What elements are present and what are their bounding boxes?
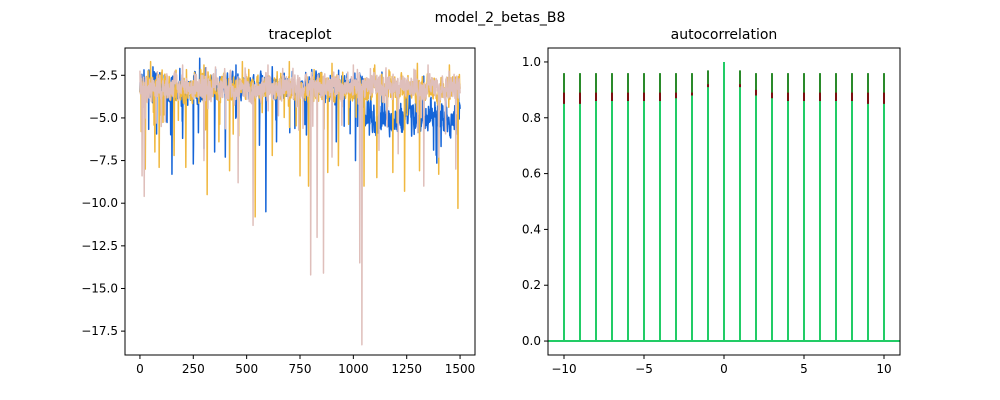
trace-series-line: [139, 64, 461, 346]
traceplot-xtick-label: 1000: [338, 362, 369, 376]
traceplot-title: traceplot: [269, 27, 332, 43]
traceplot-ytick-label: −12.5: [81, 239, 118, 253]
autocorrelation-xtick-label: −5: [635, 362, 653, 376]
autocorrelation-xtick-label: −10: [551, 362, 576, 376]
traceplot-ticks: 0 250 500 750 1000 1250 1500 −2.5 −5.0 −7.5 −10.0 −…: [81, 68, 475, 376]
autocorrelation-panel: autocorrelation −10 −5 0 5 10 0.0 0.2 0.4 0.6 0.8…: [522, 27, 901, 376]
traceplot-xtick-label: 0: [136, 362, 144, 376]
traceplot-xtick-label: 1500: [445, 362, 476, 376]
traceplot-xtick-label: 500: [235, 362, 258, 376]
traceplot-plot-area: [139, 57, 461, 346]
autocorrelation-xtick-label: 10: [876, 362, 891, 376]
traceplot-xtick-label: 1250: [391, 362, 422, 376]
autocorrelation-ytick-label: 0.0: [522, 334, 541, 348]
autocorrelation-ytick-label: 0.6: [522, 167, 541, 181]
traceplot-ytick-label: −10.0: [81, 196, 118, 210]
autocorrelation-plot-area: [548, 61, 900, 343]
traceplot-ytick-label: −7.5: [89, 154, 118, 168]
traceplot-ytick-label: −15.0: [81, 281, 118, 295]
traceplot-xtick-label: 750: [289, 362, 312, 376]
traceplot-ytick-label: −17.5: [81, 324, 118, 338]
traceplot-panel: traceplot 0 250 500 750 1000 1250 1500 −2.5 −5.0…: [81, 27, 476, 376]
autocorrelation-xtick-label: 5: [800, 362, 808, 376]
traceplot-ytick-label: −2.5: [89, 68, 118, 82]
traceplot-xtick-label: 250: [182, 362, 205, 376]
autocorrelation-xtick-label: 0: [720, 362, 728, 376]
autocorrelation-ytick-label: 0.8: [522, 111, 541, 125]
traceplot-ytick-label: −5.0: [89, 111, 118, 125]
figure-suptitle: model_2_betas_B8: [435, 10, 566, 26]
autocorrelation-ytick-label: 0.4: [522, 222, 541, 236]
autocorrelation-ytick-label: 0.2: [522, 278, 541, 292]
autocorrelation-title: autocorrelation: [671, 27, 778, 43]
autocorrelation-ytick-label: 1.0: [522, 55, 541, 69]
autocorrelation-ticks: −10 −5 0 5 10 0.0 0.2 0.4 0.6 0.8 1.0: [522, 55, 892, 376]
